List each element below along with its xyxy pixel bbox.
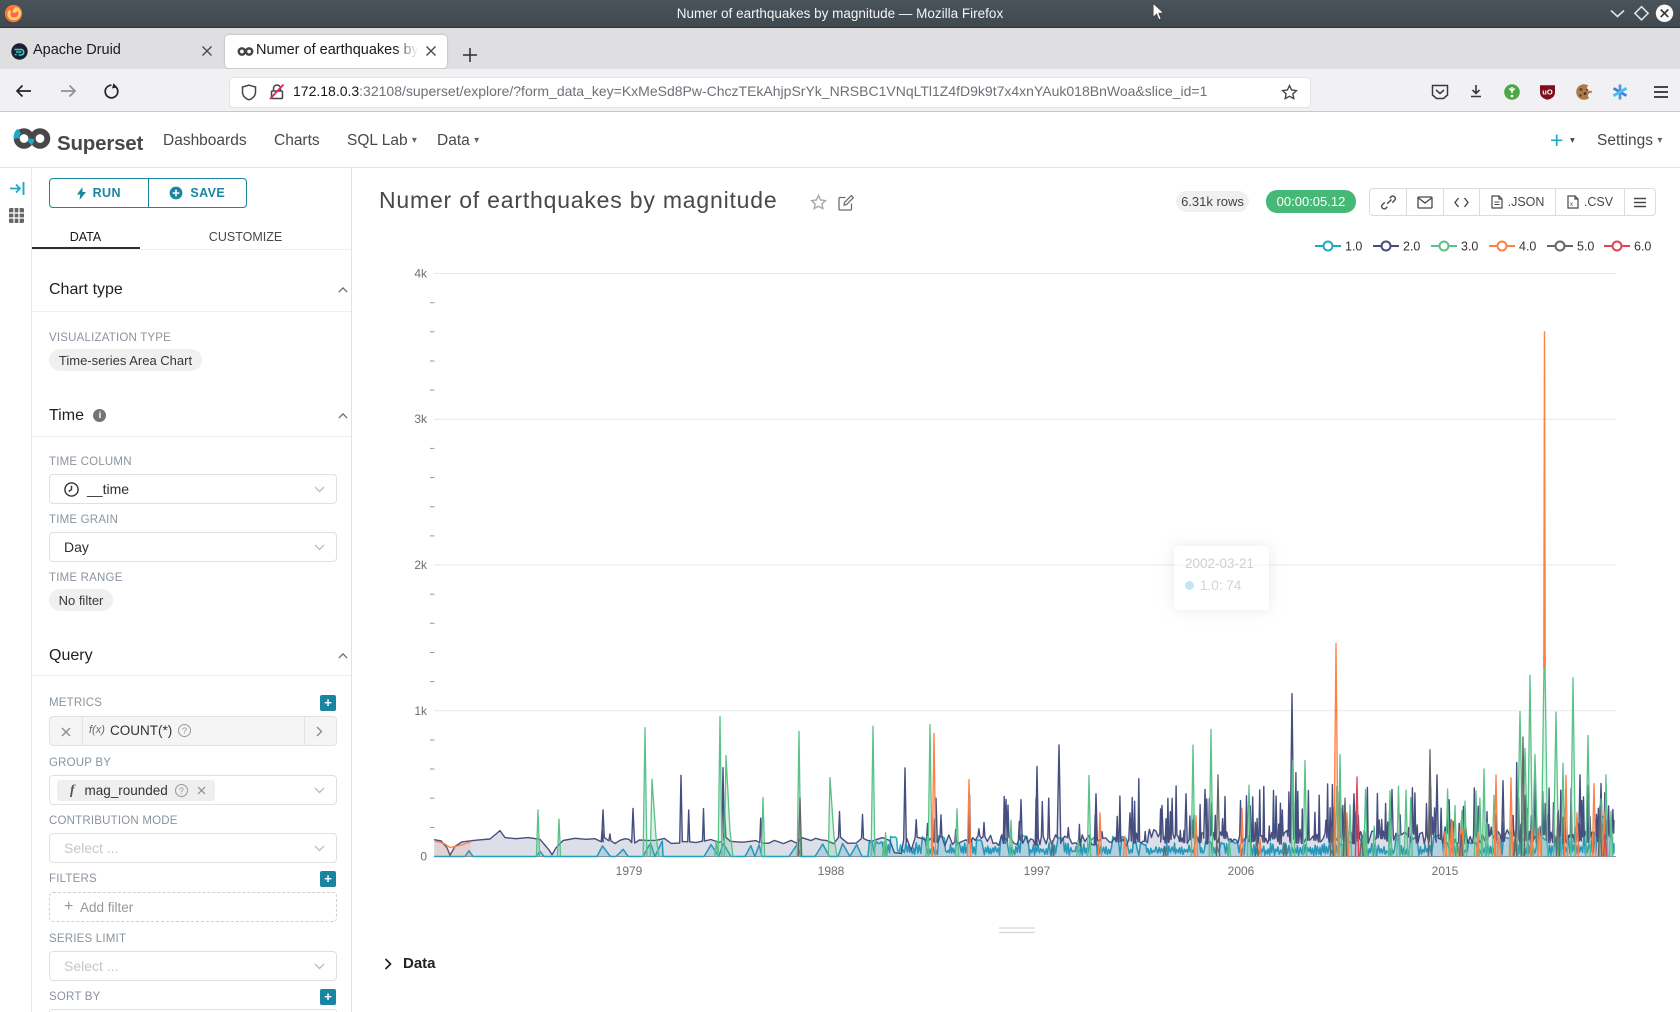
svg-text:4.0: 4.0 [1519,240,1536,254]
svg-text:0: 0 [420,850,427,864]
svg-text:4k: 4k [414,267,428,281]
svg-text:1988: 1988 [818,864,845,878]
svg-text:2k: 2k [414,558,428,572]
svg-text:3k: 3k [414,412,428,426]
svg-text:1.0: 1.0 [1345,240,1362,254]
svg-text:x: x [1570,202,1573,208]
svg-text:uO: uO [1542,88,1553,97]
svg-text:1979: 1979 [616,864,643,878]
svg-text:1997: 1997 [1024,864,1051,878]
svg-text:6.0: 6.0 [1634,240,1651,254]
svg-text:5.0: 5.0 [1577,240,1594,254]
svg-text:2.0: 2.0 [1403,240,1420,254]
svg-text:2015: 2015 [1432,864,1459,878]
svg-text:1k: 1k [414,704,428,718]
svg-text:3.0: 3.0 [1461,240,1478,254]
svg-text:2006: 2006 [1228,864,1255,878]
